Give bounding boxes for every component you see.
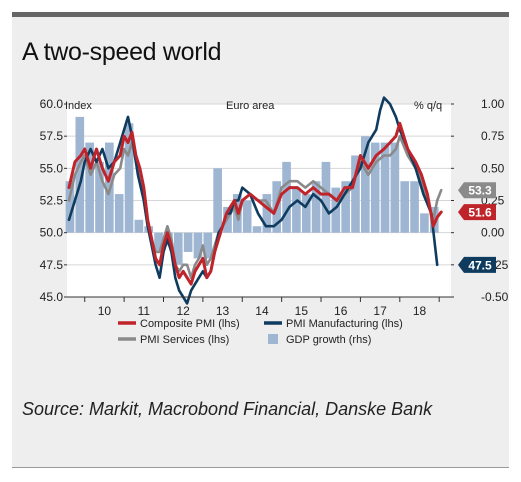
right-tick-label: 0.00 <box>481 226 505 240</box>
legend-label: GDP growth (rhs) <box>286 334 371 346</box>
legend-label: PMI Services (lhs) <box>140 334 229 346</box>
manufacturing-pmi-line <box>67 96 439 305</box>
source-note: Source: Markit, Macrobond Financial, Dan… <box>22 399 433 419</box>
x-tick-label: 13 <box>216 304 230 318</box>
gdp-bar <box>75 116 85 233</box>
gdp-bar <box>85 142 94 233</box>
left-tick-label: 47.5 <box>40 258 64 272</box>
right-tick-label: 0.75 <box>481 129 505 143</box>
gdp-bar <box>124 123 134 233</box>
gdp-bar <box>193 232 203 259</box>
gdp-bar <box>262 194 272 233</box>
left-axis-label: Index <box>65 100 92 112</box>
gdp-bar <box>282 161 291 233</box>
gdp-bar <box>321 161 331 233</box>
gdp-bar <box>114 194 124 233</box>
composite-end-tag-label: 51.6 <box>468 206 492 220</box>
bottom-rule <box>12 467 509 468</box>
right-tick-label: 1.00 <box>481 97 505 111</box>
right-axis-label: % q/q <box>414 100 442 112</box>
chart-subtitle: Euro area <box>226 100 275 112</box>
gdp-bar <box>341 181 350 233</box>
services-end-tag <box>458 182 496 199</box>
x-tick-label: 14 <box>255 304 269 318</box>
manufacturing-end-tag-label: 47.5 <box>468 258 492 272</box>
gdp-bar <box>213 168 222 233</box>
legend-label: Composite PMI (lhs) <box>140 318 240 330</box>
composite-end-tag <box>458 204 496 221</box>
gdp-bar <box>361 136 370 233</box>
x-tick-label: 10 <box>98 304 112 318</box>
left-tick-label: 57.5 <box>40 129 64 143</box>
chart-title: A two-speed world <box>22 38 222 66</box>
gdp-bar <box>311 181 321 233</box>
gdp-bar <box>183 232 193 252</box>
x-tick-label: 17 <box>373 304 387 318</box>
x-tick-label: 11 <box>138 304 151 318</box>
gdp-bar <box>154 232 163 252</box>
left-tick-label: 50.0 <box>40 226 64 240</box>
gdp-bar <box>370 142 380 233</box>
gdp-bar <box>390 142 400 233</box>
gdp-bar <box>173 232 183 265</box>
gdp-bar <box>351 155 360 233</box>
legend-label: PMI Manufacturing (lhs) <box>286 318 403 330</box>
manufacturing-end-tag <box>458 256 496 273</box>
left-tick-label: 60.0 <box>40 97 64 111</box>
gdp-bar <box>380 142 390 233</box>
right-tick-label: 0.50 <box>481 161 505 175</box>
gdp-bar <box>400 181 410 233</box>
legend-swatch <box>268 334 278 344</box>
left-tick-label: 45.0 <box>40 290 64 304</box>
x-tick-label: 16 <box>334 304 348 318</box>
gdp-bar <box>331 187 341 233</box>
gdp-bar <box>252 226 262 233</box>
x-tick-label: 15 <box>295 304 309 318</box>
gdp-bar <box>203 232 213 259</box>
gdp-bar <box>420 213 429 233</box>
gdp-bar <box>292 187 301 233</box>
top-bar <box>12 12 509 17</box>
left-tick-label: 55.0 <box>40 161 64 175</box>
gdp-bar <box>65 181 75 233</box>
x-tick-label: 18 <box>413 304 427 318</box>
gdp-bar <box>410 181 419 233</box>
chart-panel: A two-speed world 60.0 1.00 57.5 0.75 55.0 0.… <box>12 12 509 468</box>
gdp-bar <box>301 194 311 233</box>
right-tick-label: -0.50 <box>481 290 509 304</box>
services-end-tag-label: 53.3 <box>468 184 492 198</box>
composite-pmi-line <box>67 121 443 286</box>
gdp-bar <box>242 200 252 233</box>
gdp-bar <box>95 161 104 233</box>
x-tick-label: 12 <box>177 304 191 318</box>
left-tick-label: 52.5 <box>40 194 64 208</box>
gdp-bar <box>134 219 144 233</box>
